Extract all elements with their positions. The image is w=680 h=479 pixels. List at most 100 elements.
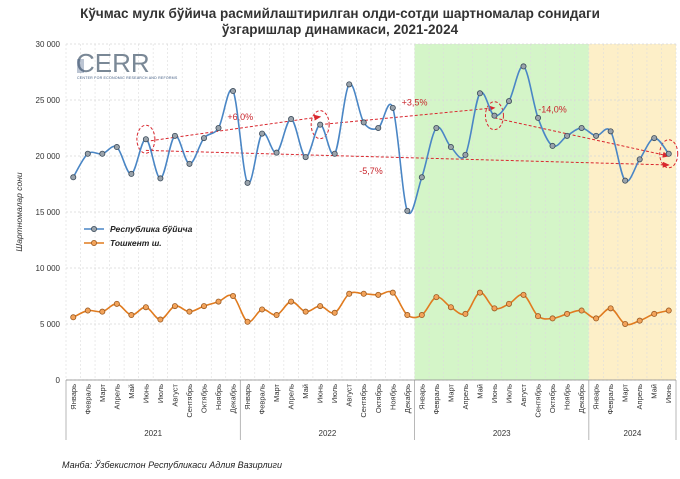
- x-tick-label: Январь: [592, 384, 601, 410]
- x-tick-label: Сентябрь: [534, 384, 543, 418]
- legend-label: Тошкент ш.: [110, 238, 162, 248]
- data-point: [404, 207, 411, 214]
- y-axis: 0 5 000 10 000 15 000 20 000 25 000 30 000 Шарт…: [14, 40, 61, 385]
- data-point: [230, 88, 237, 95]
- data-point: [389, 289, 396, 296]
- data-point: [505, 98, 512, 105]
- data-point: [665, 307, 672, 314]
- data-point: [447, 144, 454, 151]
- data-point: [142, 304, 149, 311]
- data-point: [331, 309, 338, 316]
- x-tick-label: Май: [650, 384, 659, 399]
- data-point: [346, 290, 353, 297]
- x-tick-label: Март: [98, 383, 107, 402]
- data-point: [375, 291, 382, 298]
- data-point: [360, 119, 367, 126]
- x-tick-label: Ноябрь: [563, 384, 572, 410]
- data-point: [476, 289, 483, 296]
- x-tick-label: Май: [301, 384, 310, 399]
- data-point: [433, 125, 440, 132]
- x-tick-label: Июль: [504, 384, 513, 403]
- x-tick-label: Май: [475, 384, 484, 399]
- data-point: [462, 310, 469, 317]
- data-point: [302, 308, 309, 315]
- chart-title: Кўчмас мулк бўйича расмийлаштирилган олд…: [0, 6, 680, 38]
- data-point: [288, 298, 295, 305]
- logo-subtitle: CENTER FOR ECONOMIC RESEARCH AND REFORMS: [77, 76, 178, 80]
- data-point: [418, 312, 425, 319]
- data-point: [593, 132, 600, 139]
- x-tick-label: Март: [272, 383, 281, 402]
- data-point: [520, 63, 527, 70]
- data-point: [607, 128, 614, 135]
- x-tick-label: Апрель: [112, 384, 121, 410]
- data-point: [375, 125, 382, 132]
- highlight-ellipse: [310, 110, 330, 140]
- data-point: [491, 112, 498, 119]
- data-point: [520, 291, 527, 298]
- data-point: [157, 316, 164, 323]
- data-point: [651, 310, 658, 317]
- data-point: [171, 303, 178, 310]
- data-point: [491, 305, 498, 312]
- x-tick-label: Март: [621, 383, 630, 402]
- x-tick-label: Август: [170, 383, 179, 406]
- x-tick-label: Декабрь: [577, 384, 586, 413]
- x-tick-label: Февраль: [258, 384, 267, 415]
- data-point: [462, 151, 469, 158]
- x-tick-label: Июль: [330, 384, 339, 403]
- data-point: [186, 308, 193, 315]
- y-tick-label: 25 000: [36, 96, 61, 105]
- data-point: [578, 125, 585, 132]
- data-point: [317, 121, 324, 128]
- x-tick-label: Август: [345, 383, 354, 406]
- x-tick-label: Январь: [69, 384, 78, 410]
- legend-label: Республика бўйича: [110, 224, 193, 234]
- data-point: [244, 179, 251, 186]
- data-point: [549, 142, 556, 149]
- chart-title-line1: Кўчмас мулк бўйича расмийлаштирилган олд…: [80, 6, 600, 21]
- logo-text: CERR: [76, 48, 150, 78]
- chart-title-line2: ўзгаришлар динамикаси, 2021-2024: [221, 22, 459, 37]
- data-point: [578, 307, 585, 314]
- x-tick-label: Июнь: [664, 384, 673, 403]
- data-point: [418, 174, 425, 181]
- y-tick-label: 5 000: [40, 320, 61, 329]
- year-label: 2023: [493, 429, 511, 438]
- x-tick-label: Сентябрь: [359, 384, 368, 418]
- data-point: [84, 150, 91, 157]
- series-points: [70, 63, 672, 327]
- trend-annotation: -14,0%: [538, 104, 567, 114]
- data-point: [404, 312, 411, 319]
- x-tick-label: Декабрь: [403, 384, 412, 413]
- x-tick-label: Январь: [417, 384, 426, 410]
- y-tick-label: 15 000: [36, 208, 61, 217]
- data-point: [186, 160, 193, 167]
- data-point: [273, 149, 280, 156]
- data-point: [171, 132, 178, 139]
- x-tick-label: Август: [519, 383, 528, 406]
- data-point: [273, 312, 280, 319]
- x-tick-label: Апрель: [287, 384, 296, 410]
- data-point: [331, 150, 338, 157]
- y-tick-label: 30 000: [36, 40, 61, 49]
- highlight-ellipse: [659, 139, 679, 169]
- data-point: [99, 308, 106, 315]
- data-point: [622, 177, 629, 184]
- data-point: [476, 90, 483, 97]
- year-label: 2021: [144, 429, 162, 438]
- x-tick-label: Февраль: [606, 384, 615, 415]
- legend: Республика бўйича Тошкент ш.: [84, 224, 193, 248]
- data-point: [128, 170, 135, 177]
- x-tick-label: Июнь: [141, 384, 150, 403]
- data-point: [549, 315, 556, 322]
- x-tick-label: Июнь: [316, 384, 325, 403]
- data-point: [244, 318, 251, 325]
- data-point: [636, 156, 643, 163]
- data-point: [665, 150, 672, 157]
- data-point: [622, 320, 629, 327]
- y-tick-label: 10 000: [36, 264, 61, 273]
